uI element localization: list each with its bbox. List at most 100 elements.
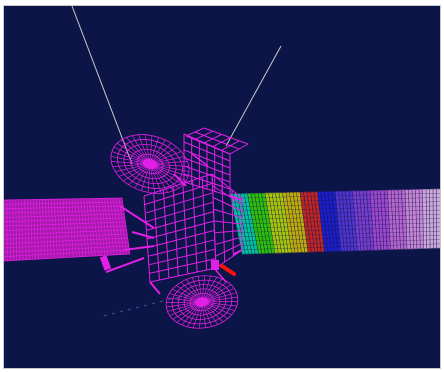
dish-ring (171, 279, 233, 325)
wire-segment (241, 247, 440, 255)
wire-segment (159, 300, 164, 303)
wire-segment (237, 226, 440, 233)
wire-segment (143, 304, 148, 307)
dish-ring (183, 288, 221, 316)
wire-segment (123, 245, 155, 251)
wire-segment (151, 302, 156, 305)
wire-segment (135, 306, 140, 309)
dish-ring (189, 292, 215, 312)
thruster-right (211, 260, 219, 270)
wire-segment (4, 229, 127, 236)
wire-segment (238, 230, 440, 238)
wire-segment (183, 141, 231, 162)
antenna-dish-bottom (165, 275, 239, 329)
wire-segment (235, 214, 440, 220)
wire-segment (103, 314, 108, 317)
wire-segment (239, 235, 440, 242)
wire-segment (185, 135, 231, 155)
antenna-dish-top (110, 134, 190, 194)
wire-segment (236, 222, 440, 229)
wire-segment (183, 165, 231, 183)
wire-segment (127, 308, 132, 311)
dish-ring (177, 284, 227, 320)
wire-segment (191, 153, 209, 167)
wire-segment (229, 195, 243, 201)
solar-panel-right (229, 188, 440, 255)
dish-ring (130, 148, 170, 180)
solar-panel-left (4, 197, 131, 262)
wire-segment (240, 239, 440, 246)
wire-segment (4, 213, 125, 218)
wire-segment (4, 249, 130, 257)
wire-segment (147, 229, 215, 249)
wire-segment (4, 245, 129, 253)
wire-segment (173, 173, 187, 187)
wire-segment (231, 197, 440, 203)
antenna-boom-left (71, 6, 133, 165)
wire-segment (230, 192, 440, 199)
wire-segment (148, 248, 216, 266)
wire-segment (145, 201, 214, 223)
wire-segment (183, 294, 188, 297)
wire-segment (146, 211, 214, 231)
wire-segment (213, 267, 227, 283)
antenna-boom-right (225, 45, 282, 147)
wire-segment (4, 225, 127, 231)
wire-segment (229, 188, 440, 195)
dish-feed (142, 158, 158, 170)
wire-segment (214, 236, 243, 245)
wire-segment (212, 197, 243, 212)
satellite-body (103, 127, 249, 317)
dish-ring (136, 153, 164, 175)
dish-ring (110, 134, 190, 194)
wire-segment (4, 209, 124, 214)
wire-segment (148, 239, 215, 257)
wire-segment (233, 205, 440, 212)
wire-segment (149, 281, 161, 295)
wire-segment (215, 243, 243, 257)
wire-segment (4, 217, 125, 223)
wire-segment (234, 209, 440, 216)
wire-segment (212, 185, 243, 205)
wire-segment (131, 231, 155, 239)
wire-segment (191, 292, 196, 295)
wire-segment (4, 233, 128, 240)
wire-segment (4, 221, 126, 227)
3d-viewport[interactable] (3, 5, 441, 369)
wire-segment (183, 149, 231, 169)
wire-segment (105, 257, 145, 273)
dish-ring (123, 144, 177, 184)
dish-feed (195, 297, 209, 307)
wire-segment (149, 258, 216, 274)
wire-segment (143, 173, 213, 197)
wire-segment (233, 249, 243, 255)
wire-segment (232, 201, 440, 208)
panel-fill (4, 198, 130, 261)
wire-segment (203, 127, 249, 145)
dish-ring (165, 275, 239, 329)
wire-segment (119, 310, 124, 313)
wire-segment (235, 218, 440, 225)
wire-segment (167, 298, 172, 301)
wire-segment (4, 237, 128, 244)
satellite-wireframe-render[interactable] (4, 6, 440, 368)
wire-segment (4, 205, 124, 210)
wire-segment (213, 208, 243, 218)
thruster-left (99, 255, 112, 271)
wire-segment (4, 197, 123, 201)
wire-segment (145, 192, 213, 214)
wire-segment (119, 205, 155, 229)
wire-segment (111, 312, 116, 315)
wire-segment (214, 230, 243, 234)
selected-part[interactable] (220, 264, 236, 276)
wire-segment (241, 243, 440, 250)
dish-ring (117, 139, 183, 189)
wire-segment (175, 296, 180, 299)
wire-segment (211, 173, 243, 199)
wire-segment (4, 201, 123, 205)
wire-segment (146, 220, 215, 240)
wire-segment (144, 182, 213, 206)
wire-segment (4, 253, 131, 262)
wire-segment (213, 220, 243, 225)
wire-segment (4, 241, 129, 249)
